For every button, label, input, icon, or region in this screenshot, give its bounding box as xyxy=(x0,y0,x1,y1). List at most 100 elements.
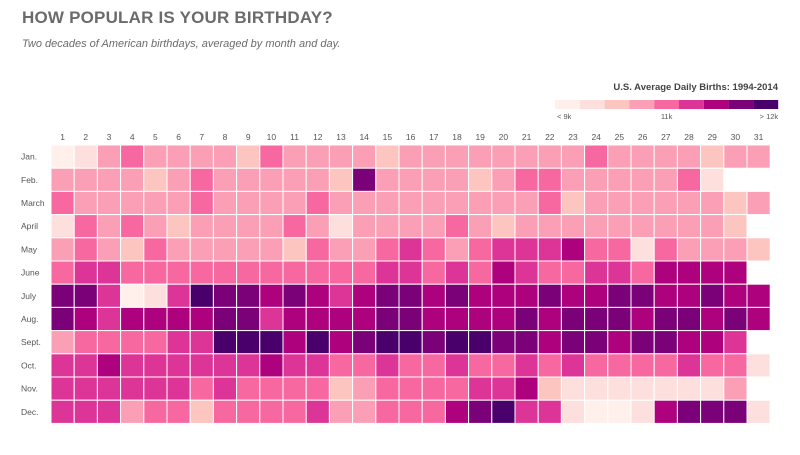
heatmap-cell[interactable] xyxy=(584,144,609,169)
heatmap-cell[interactable] xyxy=(630,214,655,239)
heatmap-cell[interactable] xyxy=(398,399,423,424)
heatmap-cell[interactable] xyxy=(676,237,702,262)
heatmap-cell[interactable] xyxy=(584,190,609,216)
heatmap-cell[interactable] xyxy=(537,260,562,285)
heatmap-cell[interactable] xyxy=(444,260,470,285)
heatmap-cell[interactable] xyxy=(189,283,214,308)
heatmap-cell[interactable] xyxy=(514,353,539,378)
heatmap-cell[interactable] xyxy=(50,306,75,332)
heatmap-cell[interactable] xyxy=(444,144,470,169)
heatmap-cell[interactable] xyxy=(676,167,702,192)
heatmap-cell[interactable] xyxy=(50,237,75,262)
heatmap-cell[interactable] xyxy=(189,306,214,332)
heatmap-cell[interactable] xyxy=(468,260,493,285)
heatmap-cell[interactable] xyxy=(514,167,539,192)
heatmap-cell[interactable] xyxy=(676,353,702,378)
heatmap-cell[interactable] xyxy=(189,330,214,355)
heatmap-cell[interactable] xyxy=(282,353,307,378)
heatmap-cell[interactable] xyxy=(607,237,632,262)
heatmap-cell[interactable] xyxy=(305,353,330,378)
heatmap-cell[interactable] xyxy=(375,306,400,332)
heatmap-cell[interactable] xyxy=(259,330,284,355)
heatmap-cell[interactable] xyxy=(50,283,75,308)
heatmap-cell[interactable] xyxy=(305,283,330,308)
heatmap-cell[interactable] xyxy=(375,283,400,308)
heatmap-cell[interactable] xyxy=(700,167,725,192)
heatmap-cell[interactable] xyxy=(630,283,655,308)
heatmap-cell[interactable] xyxy=(746,283,771,308)
heatmap-cell[interactable] xyxy=(537,214,562,239)
heatmap-cell[interactable] xyxy=(421,167,446,192)
heatmap-cell[interactable] xyxy=(352,353,377,378)
heatmap-cell[interactable] xyxy=(723,399,748,424)
heatmap-cell[interactable] xyxy=(514,283,539,308)
heatmap-cell[interactable] xyxy=(305,399,330,424)
heatmap-cell[interactable] xyxy=(189,190,214,216)
heatmap-cell[interactable] xyxy=(700,144,725,169)
heatmap-cell[interactable] xyxy=(259,144,284,169)
heatmap-cell[interactable] xyxy=(166,283,191,308)
heatmap-cell[interactable] xyxy=(491,283,516,308)
heatmap-cell[interactable] xyxy=(305,144,330,169)
heatmap-cell[interactable] xyxy=(236,376,261,401)
heatmap-cell[interactable] xyxy=(212,237,238,262)
heatmap-cell[interactable] xyxy=(630,260,655,285)
heatmap-cell[interactable] xyxy=(259,376,284,401)
heatmap-cell[interactable] xyxy=(305,376,330,401)
heatmap-cell[interactable] xyxy=(560,376,586,401)
heatmap-cell[interactable] xyxy=(700,214,725,239)
heatmap-cell[interactable] xyxy=(352,190,377,216)
heatmap-cell[interactable] xyxy=(50,190,75,216)
heatmap-cell[interactable] xyxy=(746,306,771,332)
heatmap-cell[interactable] xyxy=(653,376,678,401)
heatmap-cell[interactable] xyxy=(468,353,493,378)
heatmap-cell[interactable] xyxy=(630,330,655,355)
heatmap-cell[interactable] xyxy=(305,306,330,332)
heatmap-cell[interactable] xyxy=(723,306,748,332)
heatmap-cell[interactable] xyxy=(630,237,655,262)
heatmap-cell[interactable] xyxy=(375,214,400,239)
heatmap-cell[interactable] xyxy=(723,376,748,401)
heatmap-cell[interactable] xyxy=(537,283,562,308)
heatmap-cell[interactable] xyxy=(282,330,307,355)
heatmap-cell[interactable] xyxy=(700,190,725,216)
heatmap-cell[interactable] xyxy=(212,144,238,169)
heatmap-cell[interactable] xyxy=(700,353,725,378)
heatmap-cell[interactable] xyxy=(120,144,145,169)
heatmap-cell[interactable] xyxy=(584,353,609,378)
heatmap-cell[interactable] xyxy=(50,399,75,424)
heatmap-cell[interactable] xyxy=(746,144,771,169)
heatmap-cell[interactable] xyxy=(189,260,214,285)
heatmap-cell[interactable] xyxy=(676,260,702,285)
heatmap-cell[interactable] xyxy=(236,330,261,355)
heatmap-cell[interactable] xyxy=(50,353,75,378)
heatmap-cell[interactable] xyxy=(236,353,261,378)
heatmap-cell[interactable] xyxy=(143,283,168,308)
heatmap-cell[interactable] xyxy=(305,330,330,355)
heatmap-cell[interactable] xyxy=(282,190,307,216)
heatmap-cell[interactable] xyxy=(584,399,609,424)
heatmap-cell[interactable] xyxy=(723,214,748,239)
heatmap-cell[interactable] xyxy=(537,399,562,424)
heatmap-cell[interactable] xyxy=(352,283,377,308)
heatmap-cell[interactable] xyxy=(607,353,632,378)
heatmap-cell[interactable] xyxy=(398,306,423,332)
heatmap-cell[interactable] xyxy=(328,330,354,355)
heatmap-cell[interactable] xyxy=(236,283,261,308)
heatmap-cell[interactable] xyxy=(236,306,261,332)
heatmap-cell[interactable] xyxy=(560,306,586,332)
heatmap-cell[interactable] xyxy=(560,283,586,308)
heatmap-cell[interactable] xyxy=(444,167,470,192)
heatmap-cell[interactable] xyxy=(653,399,678,424)
heatmap-cell[interactable] xyxy=(236,214,261,239)
heatmap-cell[interactable] xyxy=(607,144,632,169)
heatmap-cell[interactable] xyxy=(375,190,400,216)
heatmap-cell[interactable] xyxy=(120,167,145,192)
heatmap-cell[interactable] xyxy=(421,306,446,332)
heatmap-cell[interactable] xyxy=(653,306,678,332)
heatmap-cell[interactable] xyxy=(537,306,562,332)
heatmap-cell[interactable] xyxy=(607,214,632,239)
heatmap-cell[interactable] xyxy=(259,283,284,308)
heatmap-cell[interactable] xyxy=(723,330,748,355)
heatmap-cell[interactable] xyxy=(212,260,238,285)
